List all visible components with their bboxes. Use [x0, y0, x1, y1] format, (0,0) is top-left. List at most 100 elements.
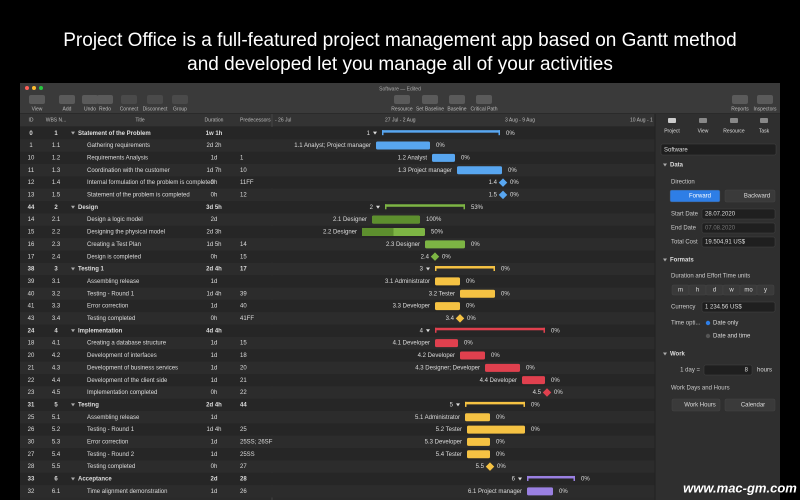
row-bg[interactable]: [20, 374, 655, 387]
tab-icon[interactable]: [668, 118, 676, 123]
bar-percent: 0%: [531, 427, 540, 433]
row-bg[interactable]: [20, 435, 655, 449]
cell-id: 15: [28, 230, 35, 236]
row-bg[interactable]: [20, 238, 655, 251]
summary-bar: [382, 130, 500, 133]
cell-id: 28: [28, 464, 35, 470]
toolbar-label: Resource: [391, 106, 413, 112]
row-bg[interactable]: [20, 151, 655, 165]
row-bg[interactable]: [20, 485, 655, 498]
row-bg[interactable]: [20, 127, 655, 140]
cell-id: 20: [28, 353, 35, 359]
toolbar-button[interactable]: [147, 95, 163, 104]
cell-wbs: 1.5: [52, 193, 61, 199]
bar-percent: 0%: [510, 180, 519, 186]
toolbar-button[interactable]: [59, 95, 75, 104]
rows: ID WBS N... Title Duration Predecessors - 26 …: [20, 117, 655, 498]
row-bg[interactable]: [20, 460, 655, 473]
cell-duration: 1d 5h: [206, 242, 221, 248]
summary-end: [465, 401, 467, 407]
inspector-name: Software: [664, 148, 688, 154]
row-bg[interactable]: [20, 213, 655, 226]
row-bg[interactable]: [20, 225, 655, 239]
field[interactable]: [724, 189, 776, 203]
row-bg[interactable]: [20, 324, 655, 337]
field[interactable]: [756, 284, 775, 296]
row-bg[interactable]: [20, 287, 655, 300]
cell-pred: 22: [240, 390, 247, 396]
bar-percent: 0%: [497, 464, 506, 470]
bar-label: 5.3 Developer: [425, 440, 462, 446]
bar-label: 5: [450, 402, 454, 408]
toolbar-button[interactable]: [394, 95, 410, 104]
field: [703, 364, 753, 376]
row-bg[interactable]: [20, 275, 655, 288]
cell-id: 17: [28, 254, 35, 260]
summary-end: [435, 266, 437, 272]
cell-title: Implementation completed: [87, 390, 157, 396]
close[interactable]: [25, 86, 29, 90]
cell-wbs: 2.1: [52, 217, 61, 223]
cell-wbs: 2.2: [52, 230, 61, 236]
toolbar-button[interactable]: [757, 95, 773, 104]
row-bg[interactable]: [20, 139, 655, 152]
toolbar-label: Inspectors: [753, 106, 777, 112]
field[interactable]: [724, 398, 776, 412]
row-bg[interactable]: [20, 411, 655, 424]
cell-duration: 0h: [211, 193, 218, 199]
row-bg[interactable]: [20, 299, 655, 313]
toolbar-button[interactable]: [82, 95, 98, 104]
minimize[interactable]: [32, 86, 36, 90]
bar-percent: 0%: [466, 279, 475, 285]
row-bg[interactable]: [20, 472, 655, 486]
row-bg[interactable]: [20, 176, 655, 189]
task-bar: [485, 363, 520, 372]
collapse: [426, 329, 430, 333]
row-bg[interactable]: [20, 188, 655, 202]
summary-end: [527, 475, 529, 481]
tab-icon[interactable]: [730, 118, 738, 123]
bar-label: 2.4: [421, 254, 430, 260]
cell-id: 16: [28, 242, 35, 248]
toolbar-button[interactable]: [172, 95, 188, 104]
toolbar-button[interactable]: [97, 95, 113, 104]
bar-label: 5.4 Tester: [436, 452, 462, 458]
row-bg[interactable]: [20, 312, 655, 325]
tab-icon[interactable]: [699, 118, 707, 123]
row-bg[interactable]: [20, 386, 655, 399]
toolbar-button[interactable]: [732, 95, 748, 104]
row-bg[interactable]: [20, 262, 655, 276]
cell-duration: 1d: [211, 452, 218, 458]
inspector-hours-value: 8: [745, 368, 749, 374]
cell-pred: 25: [240, 427, 247, 433]
cell-pred: 11FF: [240, 180, 254, 186]
bar-label: 1.3 Project manager: [398, 168, 452, 174]
inspector-tabs: Project: [664, 128, 680, 134]
radio-off[interactable]: [705, 333, 711, 339]
row-bg[interactable]: [20, 250, 655, 263]
field[interactable]: [669, 189, 721, 203]
toolbar-button[interactable]: [476, 95, 492, 104]
toolbar-button[interactable]: [422, 95, 438, 104]
toolbar-button[interactable]: [449, 95, 465, 104]
row-bg[interactable]: [20, 336, 655, 350]
radio-on[interactable]: [705, 320, 711, 326]
bar-percent: 0%: [508, 168, 517, 174]
cell-title: Testing - Round 2: [87, 452, 135, 458]
toolbar-button[interactable]: [121, 95, 137, 104]
cell-pred: 21: [240, 378, 247, 384]
inspector-content: Project View Resource Task Software Data Direc…: [660, 118, 777, 412]
tab-icon[interactable]: [760, 118, 768, 123]
summary-end: [382, 130, 384, 136]
cell-id: 13: [28, 193, 35, 199]
row-bg[interactable]: [20, 448, 655, 461]
row-bg[interactable]: [20, 201, 655, 214]
collapse: [456, 403, 460, 407]
field[interactable]: [671, 398, 721, 412]
inspector-start-label: Start Date: [671, 212, 699, 218]
row-bg[interactable]: [20, 398, 655, 412]
zoom[interactable]: [39, 86, 43, 90]
task-bar: [435, 302, 460, 311]
row-bg[interactable]: [20, 349, 655, 362]
toolbar-button[interactable]: [29, 95, 45, 104]
